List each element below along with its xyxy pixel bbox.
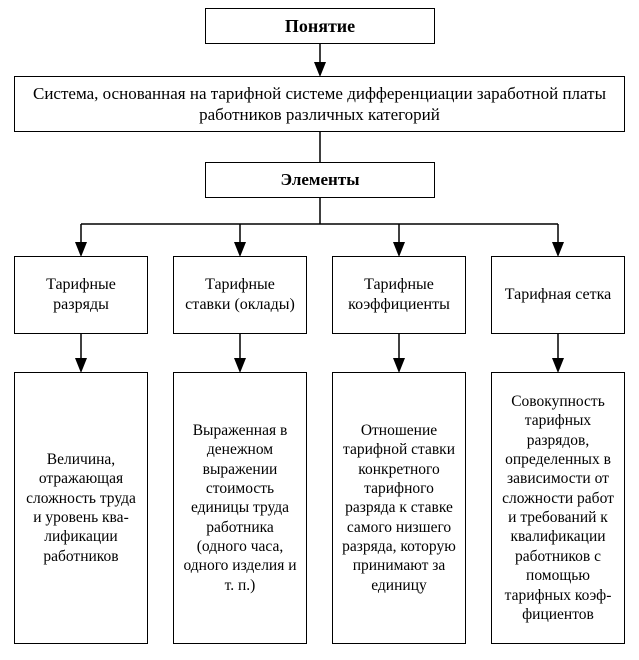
diagram-canvas: Понятие Система, основанная на тарифной … [0,0,639,660]
definition-box: Система, основанная на тарифной системе … [14,76,625,132]
concept-title-text: Понятие [285,15,355,38]
elements-title-box: Элементы [205,162,435,198]
header-text: Тарифные ставки (оклады) [182,275,298,315]
description-text: Выраженная в денежном выражении стоимост… [182,421,298,595]
description-box: Совокупность тарифных разрядов, определе… [491,372,625,644]
description-text: Отношение тарифной ставки кон­кретного т… [341,421,457,595]
header-box: Тарифная сетка [491,256,625,334]
header-box: Тарифные ставки (оклады) [173,256,307,334]
description-text: Величина, отражающая сложность труда и у… [23,450,139,566]
header-box: Тарифные коэффициенты [332,256,466,334]
header-text: Тарифные разряды [23,275,139,315]
header-text: Тарифная сетка [505,285,611,305]
description-box: Величина, отражающая сложность труда и у… [14,372,148,644]
description-box: Выраженная в денежном выражении стоимост… [173,372,307,644]
description-text: Совокупность тарифных разрядов, определе… [500,392,616,625]
concept-title-box: Понятие [205,8,435,44]
elements-title-text: Элементы [281,169,360,190]
description-box: Отношение тарифной ставки кон­кретного т… [332,372,466,644]
header-text: Тарифные коэффициенты [341,275,457,315]
definition-text: Система, основанная на тарифной системе … [23,83,616,126]
header-box: Тарифные разряды [14,256,148,334]
